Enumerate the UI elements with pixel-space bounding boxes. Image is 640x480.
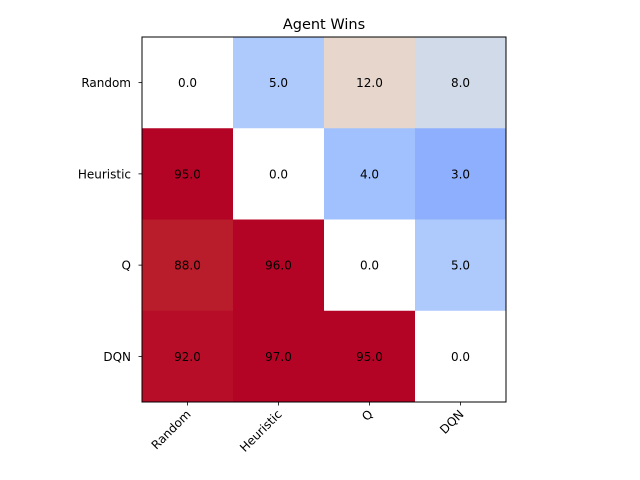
cell-value-label-2-0: 88.0 <box>174 259 201 273</box>
chart-title: Agent Wins <box>283 17 365 33</box>
cell-value-label-2-1: 96.0 <box>265 259 292 273</box>
cell-value-label-0-3: 8.0 <box>451 76 470 90</box>
heatmap-cell-1-3 <box>415 128 507 220</box>
cell-value-label-1-1: 0.0 <box>269 167 288 181</box>
heatmap-cell-2-2 <box>324 219 416 312</box>
heatmap-cell-3-2 <box>324 310 416 403</box>
heatmap-cell-1-0 <box>142 128 234 220</box>
x-tick-label: Random <box>149 407 194 452</box>
heatmap-cell-3-3 <box>415 310 507 403</box>
heatmap-cell-1-2 <box>324 128 416 220</box>
heatmap-cells <box>142 37 507 403</box>
heatmap-cell-0-0 <box>142 37 234 129</box>
heatmap-cell-3-0 <box>142 310 234 403</box>
x-tick-label: DQN <box>437 407 466 436</box>
heatmap-cell-0-2 <box>324 37 416 129</box>
heatmap-cell-0-1 <box>233 37 325 129</box>
heatmap-cell-2-3 <box>415 219 507 312</box>
heatmap-cell-1-1 <box>233 128 325 220</box>
heatmap-cell-2-1 <box>233 219 325 312</box>
x-tick-label: Q <box>359 407 376 424</box>
y-tick-label: DQN <box>103 350 131 364</box>
cell-value-label-0-2: 12.0 <box>356 76 383 90</box>
x-tick-label: Heuristic <box>237 407 284 454</box>
cell-value-label-2-3: 5.0 <box>451 259 470 273</box>
cell-value-label-0-1: 5.0 <box>269 76 288 90</box>
cell-value-label-1-0: 95.0 <box>174 167 201 181</box>
heatmap-cell-2-0 <box>142 219 234 312</box>
cell-value-label-2-2: 0.0 <box>360 259 379 273</box>
heatmap-cell-0-3 <box>415 37 507 129</box>
y-tick-label: Q <box>122 259 131 273</box>
heatmap-cell-3-1 <box>233 310 325 403</box>
cell-value-label-3-2: 95.0 <box>356 350 383 364</box>
cell-value-label-3-3: 0.0 <box>451 350 470 364</box>
heatmap-cell-labels: 0.0 5.0 12.0 8.0 95.0 0.0 4.0 3.0 88.0 96.0 0.0 5.0… <box>174 76 470 364</box>
x-axis: Random Heuristic Q DQN <box>149 402 467 455</box>
cell-value-label-0-0: 0.0 <box>178 76 197 90</box>
cell-value-label-1-3: 3.0 <box>451 167 470 181</box>
y-axis: Random Heuristic Q DQN <box>78 76 142 364</box>
cell-value-label-3-1: 97.0 <box>265 350 292 364</box>
y-tick-label: Random <box>81 76 131 90</box>
cell-value-label-1-2: 4.0 <box>360 167 379 181</box>
y-tick-label: Heuristic <box>78 167 131 181</box>
plot-frame <box>141 36 507 403</box>
cell-value-label-3-0: 92.0 <box>174 350 201 364</box>
